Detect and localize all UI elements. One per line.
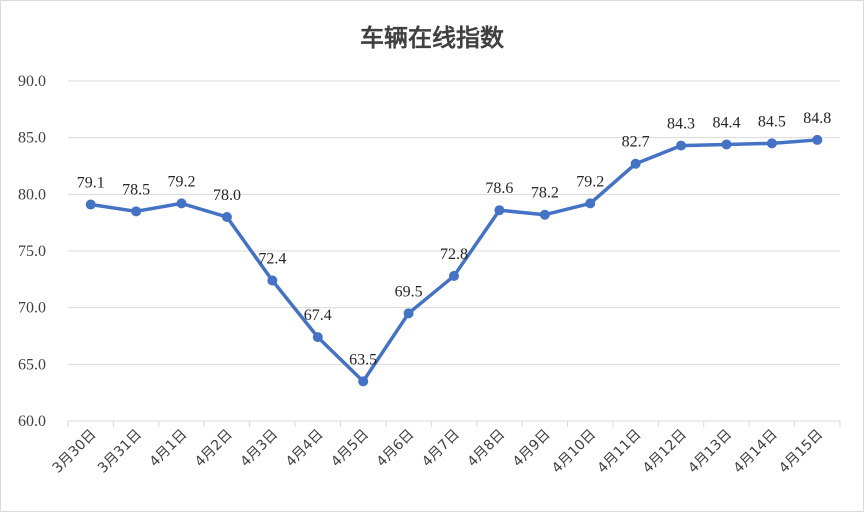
- data-point: [676, 140, 687, 151]
- data-label: 67.4: [304, 307, 332, 324]
- gridlines: [67, 80, 841, 427]
- y-tick-label: 70.0: [18, 300, 46, 317]
- chart-title: 车辆在线指数: [360, 24, 505, 52]
- data-labels: 79.1 78.5 79.2 78.0 72.4 67.4 63.5 69.5 72.8 78.6…: [77, 110, 832, 368]
- data-label: 78.5: [122, 181, 150, 198]
- data-label: 84.8: [803, 110, 831, 127]
- x-tick-label: 4月13日: [685, 427, 735, 477]
- data-point: [812, 134, 823, 145]
- x-tick-label: 4月5日: [328, 427, 372, 471]
- data-label: 69.5: [395, 283, 423, 300]
- x-tick-label: 4月7日: [419, 427, 463, 471]
- data-point: [221, 212, 232, 222]
- data-label: 79.2: [168, 173, 196, 190]
- x-tick-label: 4月11日: [594, 427, 644, 477]
- data-label: 79.1: [77, 175, 105, 192]
- data-label: 63.5: [349, 351, 377, 368]
- x-tick-label: 4月3日: [237, 427, 281, 471]
- data-label: 78.0: [213, 187, 241, 204]
- data-label: 78.6: [485, 180, 513, 197]
- data-point: [312, 332, 323, 343]
- x-tick-label: 4月8日: [465, 427, 509, 471]
- data-label: 72.8: [440, 246, 468, 263]
- data-point: [403, 308, 414, 319]
- x-tick-label: 4月2日: [192, 427, 236, 471]
- x-tick-label: 4月14日: [731, 427, 781, 477]
- x-tick-label: 4月10日: [549, 427, 599, 477]
- data-label: 78.2: [531, 185, 559, 202]
- data-label: 84.3: [667, 116, 695, 133]
- y-tick-label: 85.0: [18, 130, 46, 147]
- x-tick-label: 4月15日: [776, 427, 826, 477]
- data-point: [267, 275, 278, 286]
- x-tick-label: 4月1日: [147, 427, 191, 471]
- data-point: [494, 205, 505, 216]
- y-axis-ticks: 60.0 65.0 70.0 75.0 80.0 85.0 90.0: [18, 73, 46, 430]
- y-tick-label: 75.0: [18, 243, 46, 260]
- data-label: 79.2: [576, 173, 604, 190]
- data-point: [766, 138, 777, 149]
- data-point: [449, 270, 459, 281]
- data-label: 82.7: [622, 134, 650, 151]
- data-label: 84.5: [758, 113, 786, 130]
- data-point: [630, 158, 641, 169]
- x-tick-label: 4月6日: [374, 427, 418, 471]
- x-tick-label: 4月4日: [283, 427, 327, 471]
- data-label: 84.4: [712, 114, 740, 131]
- y-tick-label: 65.0: [18, 356, 46, 373]
- data-point: [176, 198, 187, 209]
- data-label: 72.4: [258, 250, 286, 267]
- x-tick-label: 3月31日: [95, 427, 145, 477]
- data-point: [85, 199, 96, 210]
- data-point: [539, 209, 550, 220]
- data-point: [585, 198, 596, 209]
- data-point: [131, 206, 142, 217]
- x-tick-label: 3月30日: [50, 427, 100, 477]
- y-tick-label: 60.0: [18, 413, 46, 430]
- y-tick-label: 90.0: [18, 73, 46, 90]
- data-point: [721, 139, 732, 150]
- x-tick-label: 4月12日: [640, 427, 690, 477]
- data-point: [358, 376, 369, 387]
- series: [85, 134, 823, 387]
- y-tick-label: 80.0: [18, 186, 46, 203]
- x-tick-label: 4月9日: [510, 427, 554, 471]
